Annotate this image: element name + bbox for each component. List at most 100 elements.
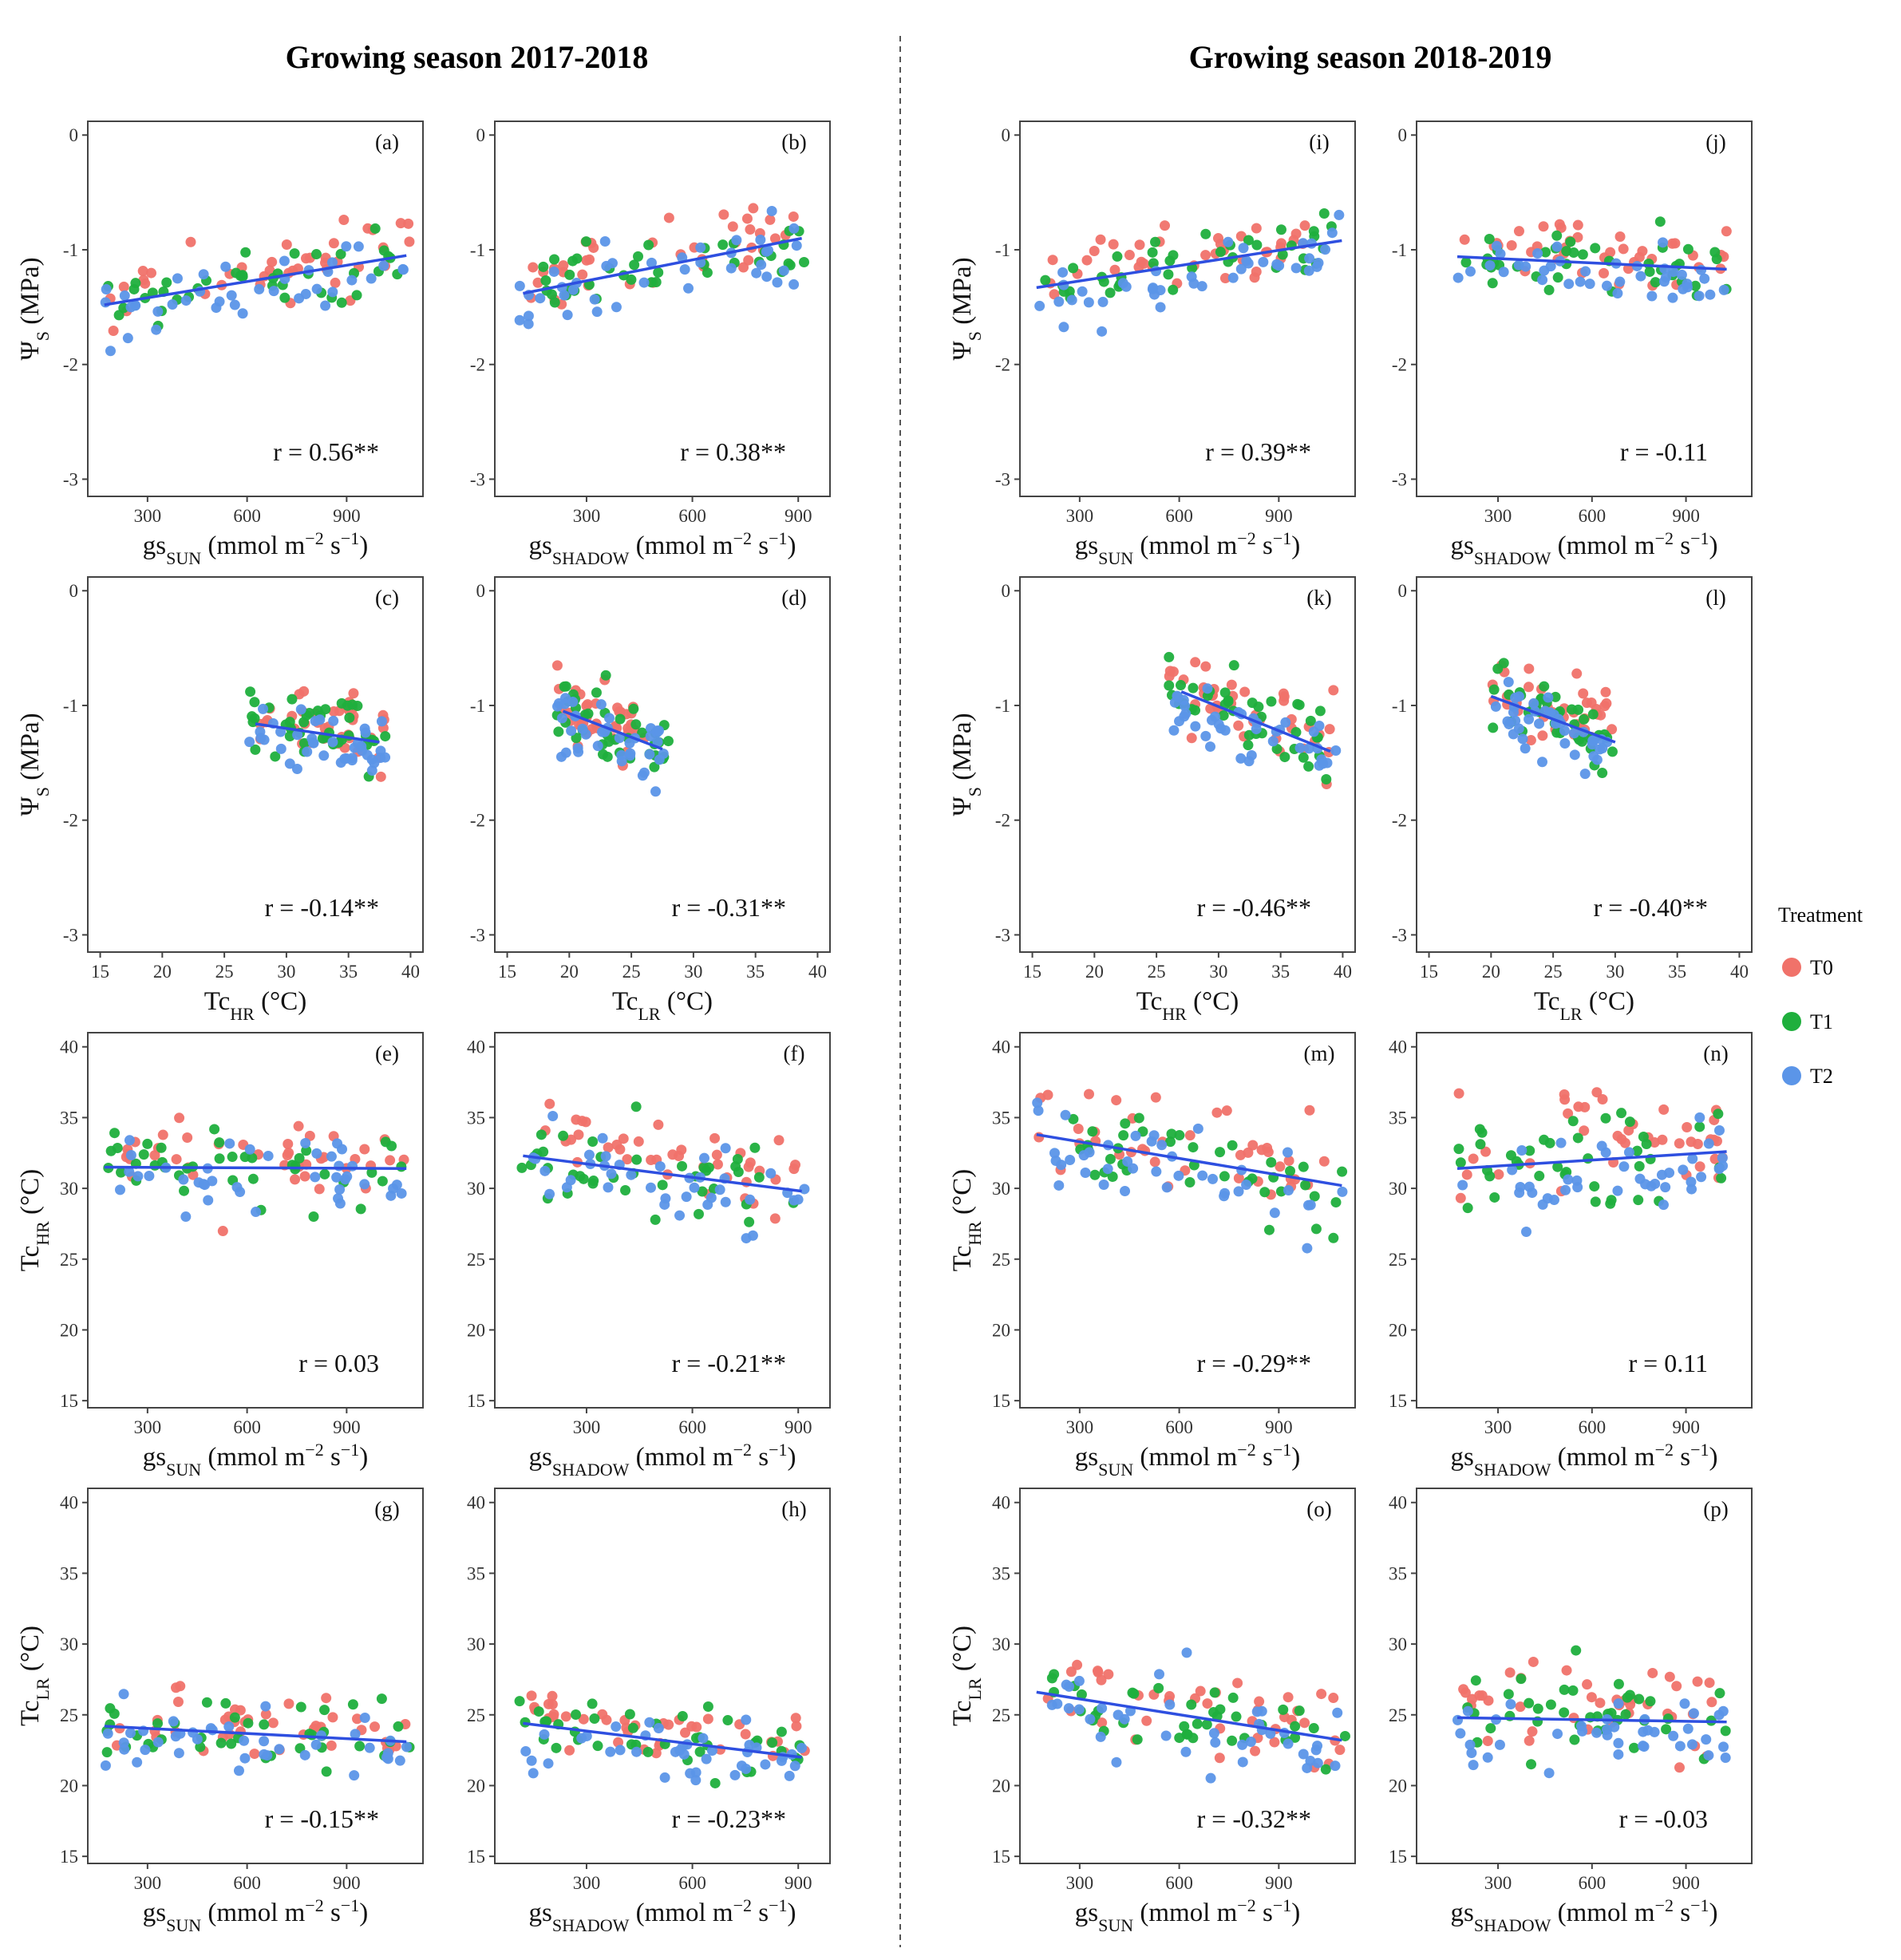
data-point-t0 <box>314 1184 325 1195</box>
x-tick-label: 15 <box>1023 962 1041 982</box>
data-point-t2 <box>1543 1768 1555 1779</box>
data-point-t1 <box>702 1701 713 1712</box>
data-point-t0 <box>1328 1693 1339 1704</box>
data-point-t2 <box>1464 1739 1476 1750</box>
data-point-t2 <box>1334 209 1345 220</box>
data-point-t2 <box>1237 1756 1248 1768</box>
data-point-t2 <box>262 1750 273 1761</box>
data-point-t1 <box>1227 1735 1238 1746</box>
data-point-t2 <box>1032 1097 1043 1108</box>
data-point-t2 <box>1207 1173 1219 1184</box>
data-point-t2 <box>1688 1708 1699 1719</box>
data-point-t1 <box>1644 266 1655 277</box>
data-point-t1 <box>1179 1721 1190 1732</box>
data-point-t0 <box>709 1132 721 1144</box>
x-tick-label: 20 <box>1482 962 1500 982</box>
data-point-t0 <box>765 214 776 225</box>
data-point-t1 <box>1168 284 1179 295</box>
x-tick-label: 300 <box>573 506 601 526</box>
data-point-t2 <box>1302 1243 1313 1254</box>
data-point-t1 <box>335 248 346 259</box>
y-tick-label: 25 <box>1389 1250 1407 1270</box>
data-point-t2 <box>1313 257 1324 268</box>
data-point-t1 <box>1544 1137 1555 1148</box>
data-point-t2 <box>592 741 603 752</box>
x-axis-label: gsSUN (mmol m−2 s−1) <box>1075 1440 1300 1480</box>
data-point-t2 <box>597 1132 608 1144</box>
data-point-t2 <box>1551 241 1563 252</box>
data-point-t2 <box>239 1735 250 1746</box>
data-point-t0 <box>1555 222 1567 233</box>
data-point-t0 <box>1647 1667 1658 1678</box>
data-point-t2 <box>1609 1721 1620 1733</box>
data-point-t1 <box>677 1160 688 1172</box>
data-point-t2 <box>573 746 584 757</box>
data-point-t0 <box>743 255 754 266</box>
data-point-t0 <box>1328 685 1339 696</box>
data-point-t0 <box>1582 1679 1593 1690</box>
y-tick-label: 0 <box>69 581 79 601</box>
data-point-t2 <box>1507 1164 1518 1176</box>
data-point-t2 <box>595 699 607 710</box>
x-axis-label: TcLR (°C) <box>1534 987 1634 1024</box>
x-tick-label: 35 <box>1271 962 1290 982</box>
data-point-t2 <box>1668 267 1679 278</box>
data-point-t2 <box>1190 721 1201 732</box>
data-point-t2 <box>1718 1741 1729 1753</box>
data-point-t2 <box>292 729 303 741</box>
data-point-t1 <box>627 1722 638 1733</box>
data-point-t2 <box>172 273 183 284</box>
data-point-t2 <box>559 698 571 709</box>
data-point-t0 <box>292 263 303 275</box>
data-point-t2 <box>1505 1699 1516 1710</box>
data-point-t2 <box>603 713 615 724</box>
x-tick-label: 900 <box>1265 1873 1293 1893</box>
data-point-t2 <box>741 1764 752 1775</box>
data-point-t2 <box>1687 1153 1698 1164</box>
data-point-t1 <box>220 1697 231 1709</box>
data-point-t2 <box>1513 723 1524 734</box>
data-point-t2 <box>652 737 663 748</box>
data-point-t0 <box>1316 1689 1327 1700</box>
data-point-t1 <box>1475 1139 1486 1150</box>
y-tick-label: 20 <box>1389 1320 1407 1340</box>
correlation-label: r = 0.39** <box>1205 437 1311 466</box>
data-point-t1 <box>128 283 140 294</box>
data-point-t2 <box>1269 1207 1280 1219</box>
y-tick-label: -2 <box>1392 355 1407 375</box>
data-point-t2 <box>1168 725 1180 736</box>
data-point-t2 <box>327 737 338 748</box>
data-point-t0 <box>633 1136 644 1147</box>
regression-line <box>523 1154 802 1193</box>
plot-frame <box>494 121 831 497</box>
data-point-t2 <box>1122 1156 1133 1167</box>
x-tick-label: 600 <box>233 1417 261 1437</box>
y-tick-label: 35 <box>60 1108 78 1128</box>
data-point-t2 <box>702 1199 713 1211</box>
data-point-t2 <box>1682 1723 1694 1734</box>
y-tick-label: 15 <box>467 1391 485 1411</box>
data-point-t0 <box>1299 1717 1310 1729</box>
data-point-t0 <box>1674 1762 1685 1773</box>
x-tick-label: 15 <box>91 962 109 982</box>
data-point-t0 <box>1664 1671 1675 1682</box>
correlation-label: r = -0.14** <box>265 893 379 922</box>
data-point-t0 <box>1571 668 1583 679</box>
data-point-t1 <box>560 681 571 692</box>
data-point-t0 <box>249 1749 260 1760</box>
data-point-t0 <box>680 1727 691 1738</box>
data-point-t2 <box>314 714 326 725</box>
data-point-t2 <box>178 1174 189 1185</box>
x-tick-label: 300 <box>134 1417 162 1437</box>
data-point-t2 <box>690 1767 702 1778</box>
data-point-t2 <box>731 235 742 246</box>
correlation-label: r = 0.03 <box>298 1349 379 1377</box>
x-tick-label: 15 <box>1420 962 1438 982</box>
plot-frame <box>87 121 424 497</box>
y-tick-label: 15 <box>467 1847 485 1867</box>
data-point-t1 <box>1279 752 1290 763</box>
data-point-t0 <box>663 1719 674 1730</box>
panel-letter: (e) <box>375 1041 399 1065</box>
data-point-t2 <box>789 1760 800 1772</box>
